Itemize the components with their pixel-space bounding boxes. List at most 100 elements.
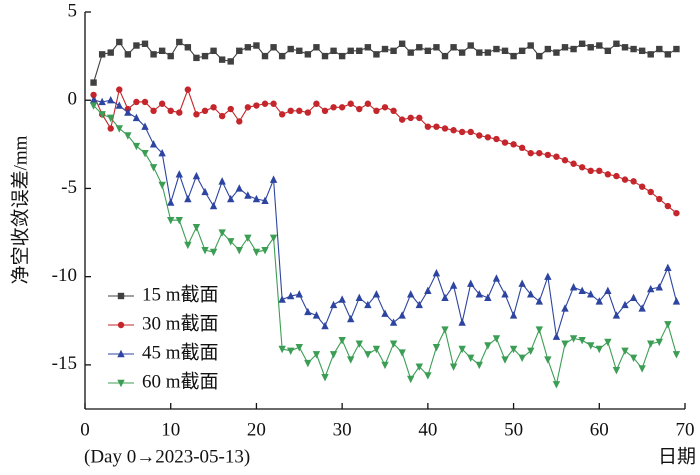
marker [415, 300, 423, 309]
y-tick-label: -10 [52, 265, 77, 286]
marker [312, 351, 321, 359]
marker [518, 144, 526, 152]
marker [536, 149, 543, 157]
marker [390, 47, 397, 55]
x-tick-label: 10 [161, 419, 180, 440]
marker [321, 107, 329, 115]
marker [184, 194, 192, 203]
x-tick-label: 0 [80, 419, 90, 440]
legend-marker [117, 349, 125, 358]
marker [612, 366, 621, 375]
marker [184, 86, 192, 93]
marker [167, 107, 174, 115]
marker [107, 125, 114, 132]
marker [347, 47, 354, 55]
marker [278, 295, 286, 303]
marker [270, 44, 277, 51]
marker [210, 104, 217, 111]
legend-marker [117, 321, 125, 329]
marker [304, 109, 312, 116]
marker [587, 44, 594, 51]
marker [493, 135, 500, 143]
marker [492, 274, 501, 282]
marker [107, 96, 115, 104]
marker [373, 51, 380, 58]
marker [149, 164, 158, 172]
marker [364, 300, 372, 309]
marker [150, 107, 157, 115]
marker [295, 290, 303, 298]
x-tick-label: 20 [247, 419, 266, 440]
marker [467, 128, 474, 136]
marker [612, 311, 621, 319]
marker [407, 375, 415, 384]
marker [176, 38, 183, 46]
marker [90, 79, 97, 86]
marker [373, 107, 380, 115]
marker [381, 45, 389, 53]
marker [553, 49, 560, 56]
marker [527, 149, 534, 157]
marker [364, 44, 372, 51]
marker [484, 134, 492, 141]
marker [552, 381, 561, 389]
marker [664, 321, 672, 329]
marker [252, 194, 261, 203]
marker [252, 248, 261, 257]
marker [132, 113, 141, 122]
marker [321, 321, 329, 330]
marker [441, 326, 449, 334]
marker [296, 107, 303, 115]
marker [158, 181, 166, 190]
marker [518, 279, 526, 287]
marker [449, 363, 458, 371]
marker [578, 286, 586, 294]
marker [287, 107, 294, 115]
marker [381, 309, 389, 317]
marker [544, 356, 552, 364]
marker [227, 238, 235, 246]
marker [192, 224, 201, 232]
marker [458, 49, 466, 56]
marker [424, 372, 432, 380]
marker [467, 354, 475, 363]
marker [501, 356, 509, 364]
marker [390, 107, 397, 115]
marker [124, 132, 132, 140]
marker [176, 109, 183, 116]
x-tick-label: 60 [590, 419, 609, 440]
marker [244, 191, 252, 199]
marker [175, 170, 183, 178]
marker [552, 332, 561, 340]
marker [672, 297, 681, 305]
marker [655, 283, 663, 291]
marker [570, 160, 577, 167]
marker [201, 247, 209, 255]
marker [570, 45, 577, 53]
marker [595, 345, 603, 354]
marker [484, 49, 492, 56]
marker [236, 118, 243, 125]
marker [441, 293, 449, 302]
marker [270, 100, 277, 107]
marker [484, 293, 492, 302]
marker [261, 100, 269, 107]
marker [621, 347, 629, 355]
marker [210, 47, 217, 55]
marker [544, 151, 552, 159]
marker [193, 54, 200, 62]
marker [458, 345, 466, 354]
marker [149, 140, 158, 148]
marker [141, 98, 149, 106]
marker [596, 42, 603, 49]
marker [587, 290, 595, 298]
marker [595, 297, 603, 305]
marker [501, 47, 509, 55]
marker [287, 291, 295, 300]
x-tick-label: 40 [418, 419, 437, 440]
marker [415, 363, 423, 371]
y-axis-label: 净空收敛误差/mm [9, 135, 31, 284]
marker [561, 157, 569, 164]
marker [133, 42, 140, 49]
marker [604, 171, 612, 178]
